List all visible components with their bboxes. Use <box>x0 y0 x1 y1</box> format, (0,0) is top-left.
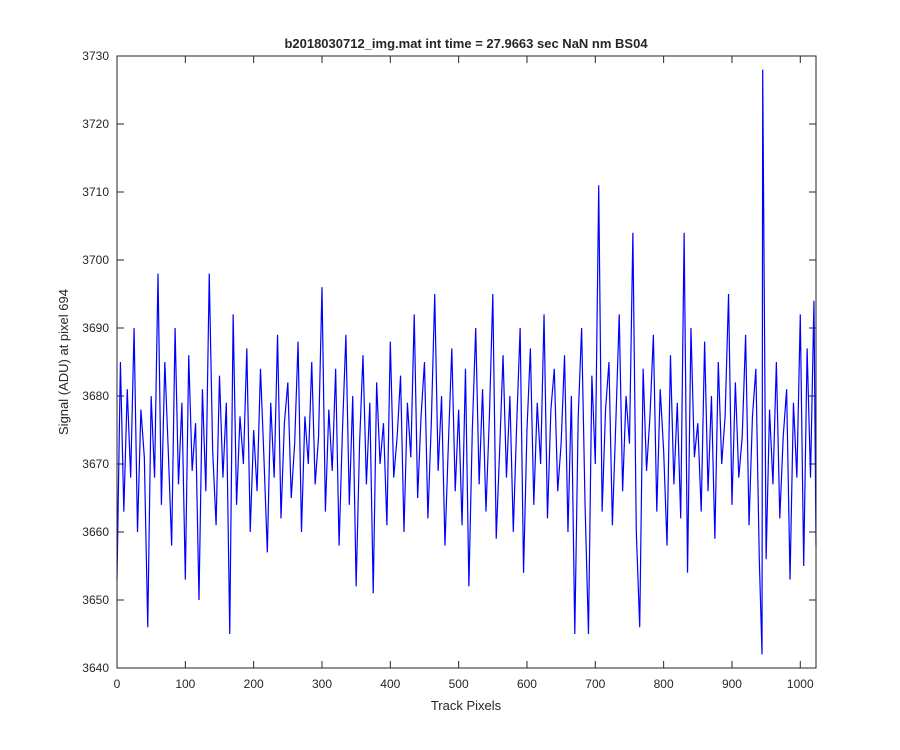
y-tick-label: 3720 <box>82 117 109 131</box>
x-tick-label: 300 <box>312 677 332 691</box>
chart-title: b2018030712_img.mat int time = 27.9663 s… <box>284 36 648 51</box>
y-tick-label: 3640 <box>82 661 109 675</box>
y-tick-label: 3670 <box>82 457 109 471</box>
x-tick-label: 500 <box>449 677 469 691</box>
x-tick-label: 700 <box>585 677 605 691</box>
x-tick-label: 600 <box>517 677 537 691</box>
x-tick-label: 800 <box>654 677 674 691</box>
y-tick-label: 3700 <box>82 253 109 267</box>
x-tick-label: 1000 <box>787 677 814 691</box>
data-line <box>116 69 817 655</box>
y-tick-label: 3730 <box>82 49 109 63</box>
plot-frame <box>116 55 817 669</box>
x-tick-label: 900 <box>722 677 742 691</box>
y-tick-label: 3710 <box>82 185 109 199</box>
x-tick-label: 100 <box>175 677 195 691</box>
y-tick-label: 3690 <box>82 321 109 335</box>
y-tick-label: 3660 <box>82 525 109 539</box>
x-tick-label: 200 <box>244 677 264 691</box>
x-axis-label: Track Pixels <box>431 698 502 713</box>
y-tick-label: 3680 <box>82 389 109 403</box>
x-tick-label: 400 <box>380 677 400 691</box>
y-axis-label: Signal (ADU) at pixel 694 <box>56 289 71 435</box>
y-tick-label: 3650 <box>82 593 109 607</box>
x-tick-label: 0 <box>114 677 121 691</box>
